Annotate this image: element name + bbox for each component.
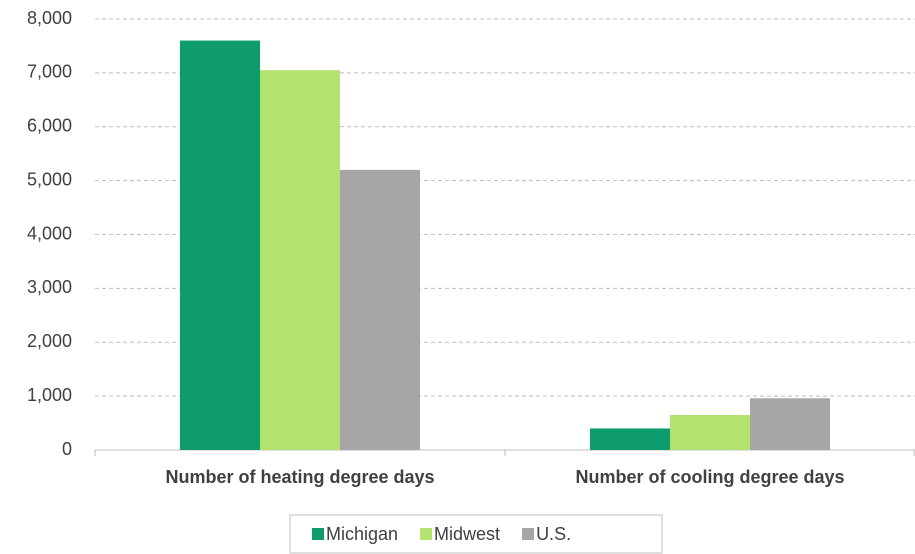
legend-swatch [312,528,324,540]
y-tick-label: 3,000 [27,277,72,297]
bar [590,428,670,450]
x-tick-label: Number of heating degree days [165,467,434,487]
bar [670,414,750,450]
y-tick-label: 7,000 [27,62,72,82]
legend-label: U.S. [536,524,571,544]
y-tick-label: 6,000 [27,116,72,136]
x-tick-label: Number of cooling degree days [575,467,844,487]
y-tick-label: 0 [62,439,72,459]
legend-swatch [420,528,433,540]
y-tick-label: 5,000 [27,169,72,189]
legend-label: Michigan [326,524,398,544]
legend [289,514,663,554]
y-tick-label: 8,000 [27,8,72,28]
legend-label: Midwest [434,524,500,544]
y-tick-label: 1,000 [27,385,72,405]
y-tick-label: 4,000 [27,223,72,243]
bar [180,40,260,451]
bar [750,398,830,450]
y-tick-label: 2,000 [27,331,72,351]
bar [340,169,420,450]
legend-swatch [522,528,535,540]
bar [260,70,340,451]
